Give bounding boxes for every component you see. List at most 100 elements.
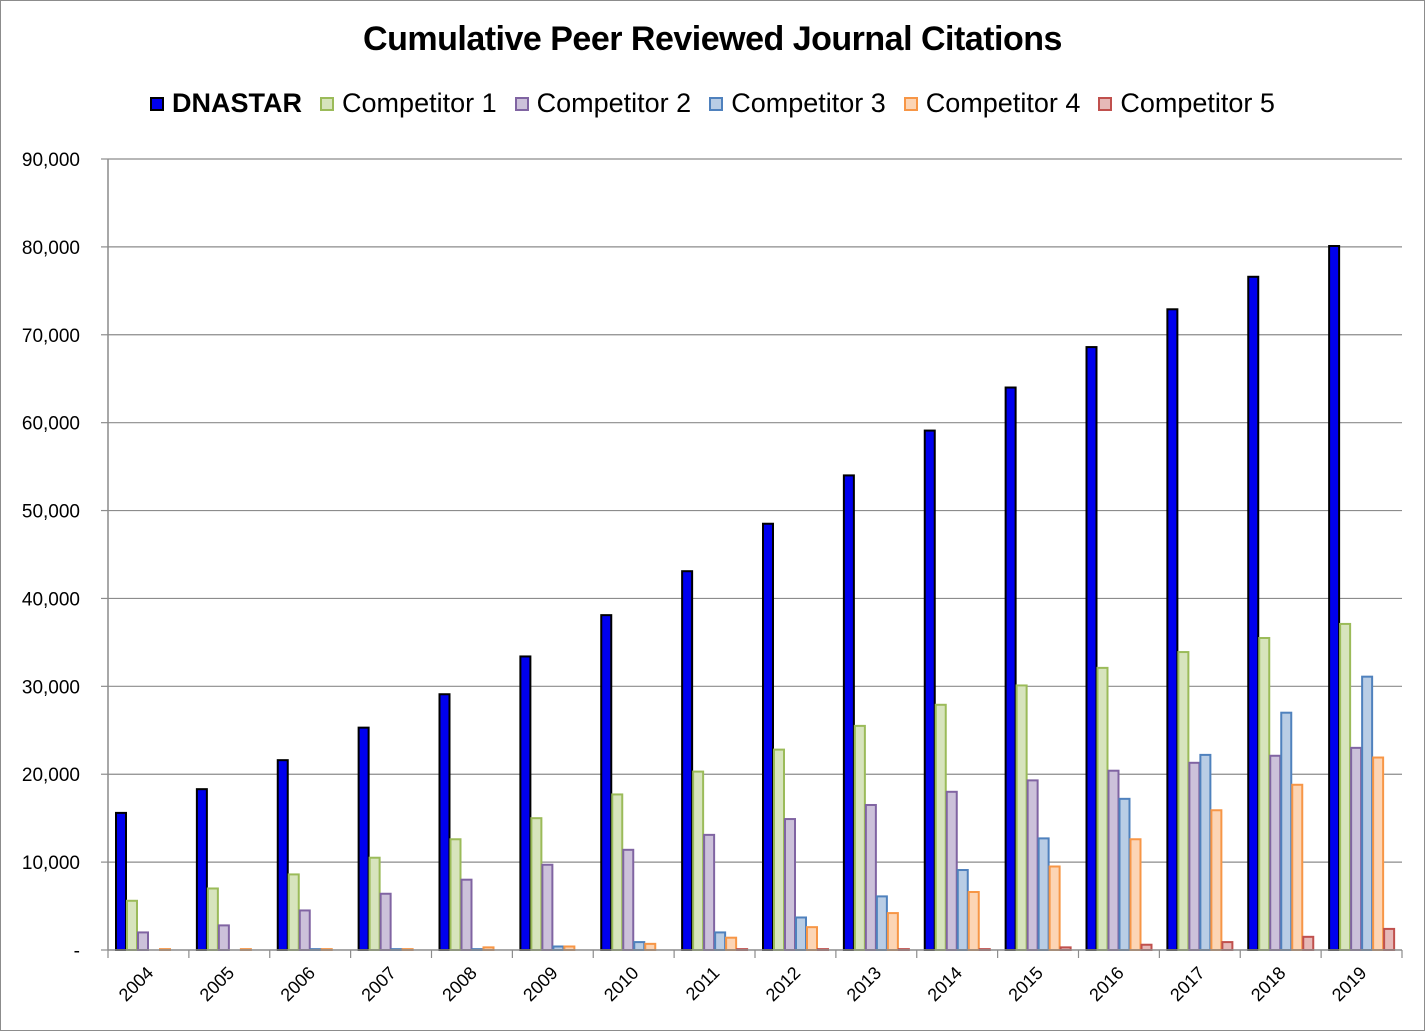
bar-competitor-2-2011 (703, 833, 716, 951)
bar-competitor-3-2013 (875, 895, 888, 951)
y-tick-label: 40,000 (22, 589, 80, 610)
bar-competitor-3-2019 (1361, 675, 1374, 951)
bar-competitor-5-2017 (1221, 941, 1234, 952)
bar-competitor-1-2009 (530, 817, 543, 952)
legend-item: Competitor 5 (1098, 88, 1275, 119)
bar-competitor-5-2019 (1383, 927, 1396, 952)
y-tick-label: 50,000 (22, 502, 80, 523)
chart-title: Cumulative Peer Reviewed Journal Citatio… (363, 20, 1062, 58)
y-tick-label: 10,000 (22, 853, 80, 874)
bar-competitor-2-2009 (541, 863, 554, 952)
bar-competitor-5-2016 (1140, 943, 1153, 952)
bar-competitor-1-2016 (1096, 666, 1109, 951)
bar-dnastar-2010 (600, 614, 613, 951)
x-tick-label: 2014 (924, 963, 966, 1005)
bar-dnastar-2015 (1004, 386, 1017, 951)
bar-dnastar-2013 (842, 474, 855, 951)
bar-competitor-1-2007 (368, 856, 381, 952)
bar-competitor-4-2010 (644, 942, 657, 952)
legend-swatch (514, 96, 529, 111)
y-tick-label: - (74, 941, 80, 962)
bar-competitor-3-2015 (1037, 837, 1050, 951)
y-tick-label: 70,000 (22, 326, 80, 347)
legend-swatch (709, 96, 724, 111)
x-tick-label: 2018 (1247, 963, 1289, 1005)
x-tick-label: 2011 (682, 963, 724, 1005)
legend-item: Competitor 3 (709, 88, 886, 119)
bar-competitor-4-2014 (967, 890, 980, 952)
y-tick-label: 20,000 (22, 765, 80, 786)
y-tick-label: 30,000 (22, 677, 80, 698)
x-tick-label: 2012 (762, 963, 804, 1005)
chart-legend: DNASTAR Competitor 1 Competitor 2 Competito… (0, 88, 1425, 119)
bar-competitor-1-2012 (773, 748, 785, 952)
x-tick-label: 2006 (277, 963, 319, 1005)
bar-dnastar-2012 (762, 522, 774, 951)
x-tick-label: 2015 (1004, 963, 1046, 1005)
bar-competitor-3-2018 (1280, 711, 1293, 952)
bar-competitor-4-2018 (1291, 783, 1304, 951)
legend-swatch (150, 96, 165, 111)
bar-competitor-2-2013 (864, 803, 877, 951)
bar-competitor-1-2013 (853, 724, 866, 952)
bar-competitor-2-2012 (784, 818, 796, 951)
bar-competitor-1-2004 (126, 899, 138, 952)
bar-dnastar-2009 (519, 655, 532, 951)
y-tick-label: 80,000 (22, 238, 80, 259)
bar-dnastar-2006 (276, 759, 289, 951)
bar-competitor-1-2015 (1015, 684, 1028, 952)
legend-label: Competitor 3 (731, 88, 886, 118)
x-tick-label: 2016 (1085, 963, 1127, 1005)
bar-dnastar-2011 (681, 570, 694, 952)
bar-dnastar-2004 (115, 811, 127, 951)
legend-swatch (320, 96, 335, 111)
bar-competitor-4-2019 (1372, 756, 1385, 951)
bar-dnastar-2019 (1328, 245, 1341, 951)
bar-competitor-4-2013 (886, 912, 899, 952)
y-tick-label: 60,000 (22, 414, 80, 435)
x-tick-label: 2017 (1166, 963, 1208, 1005)
y-tick-label: 90,000 (22, 150, 80, 171)
bar-competitor-2-2010 (622, 848, 635, 951)
legend-swatch (1098, 96, 1113, 111)
bar-dnastar-2008 (438, 693, 451, 952)
legend-item: Competitor 4 (903, 88, 1081, 119)
bar-competitor-2-2008 (460, 878, 473, 952)
bar-competitor-1-2006 (287, 873, 300, 951)
bar-competitor-2-2005 (217, 924, 230, 952)
x-tick-label: 2013 (843, 963, 885, 1005)
bar-competitor-2-2004 (137, 931, 149, 952)
legend-label: Competitor 4 (925, 88, 1081, 118)
bar-competitor-2-2006 (298, 909, 311, 952)
bar-competitor-1-2017 (1177, 651, 1190, 951)
bar-competitor-5-2018 (1302, 935, 1315, 951)
bar-competitor-3-2017 (1199, 753, 1212, 951)
bar-competitor-2-2016 (1107, 769, 1120, 951)
bar-dnastar-2007 (357, 726, 370, 951)
bar-competitor-2-2019 (1350, 746, 1363, 951)
bar-competitor-1-2019 (1339, 622, 1352, 952)
bar-competitor-2-2007 (379, 892, 392, 951)
bar-competitor-1-2011 (692, 770, 705, 952)
x-tick-label: 2004 (115, 963, 157, 1005)
bar-competitor-3-2014 (956, 869, 969, 952)
bar-competitor-2-2017 (1188, 761, 1201, 952)
x-tick-label: 2019 (1328, 963, 1370, 1005)
bar-competitor-1-2008 (449, 838, 462, 952)
bar-competitor-4-2015 (1048, 865, 1061, 951)
bar-competitor-3-2010 (633, 941, 646, 952)
bar-dnastar-2016 (1085, 346, 1098, 951)
bar-competitor-1-2010 (611, 793, 624, 951)
legend-label: Competitor 1 (342, 88, 497, 118)
x-tick-label: 2009 (519, 963, 561, 1005)
x-tick-label: 2005 (196, 963, 238, 1005)
legend-label: Competitor 2 (536, 88, 692, 118)
legend-label: Competitor 5 (1120, 88, 1275, 118)
legend-item: Competitor 2 (514, 88, 692, 119)
x-tick-label: 2007 (357, 963, 399, 1005)
legend-item: DNASTAR (150, 88, 302, 119)
bar-competitor-2-2015 (1026, 779, 1039, 951)
bar-competitor-1-2018 (1258, 636, 1271, 951)
bar-competitor-3-2011 (714, 931, 727, 952)
